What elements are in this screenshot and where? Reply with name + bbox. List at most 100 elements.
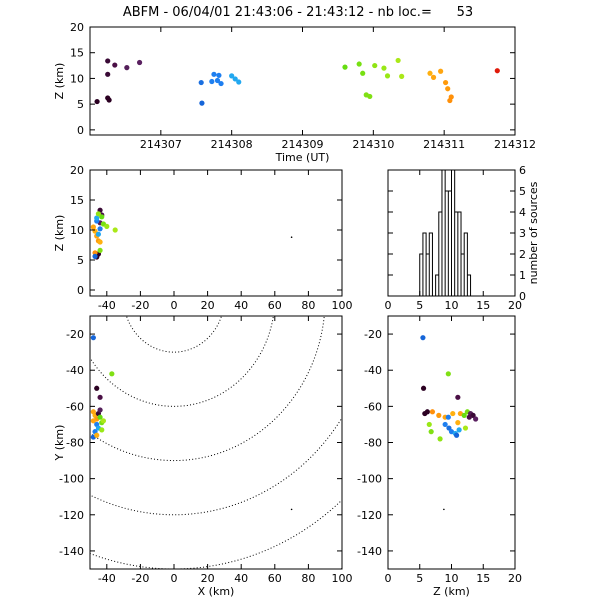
- y-tick-label: 10: [70, 224, 84, 237]
- source-point: [236, 79, 242, 85]
- y-tick-label: 10: [70, 72, 84, 85]
- z-y-view-panel: 0 5 10 15 20 -20 -40 -60 -80 -100 -120 -140 Z (km): [357, 315, 522, 598]
- histogram-outline: [388, 169, 515, 297]
- time-height-panel: 214307 214308 214309 214310 214311 214312 0 5 10…: [53, 21, 536, 164]
- figure-title: ABFM - 06/04/01 21:43:06 - 21:43:12 - nb…: [123, 5, 473, 20]
- source-point: [461, 412, 467, 418]
- y-tick-label: 5: [519, 185, 526, 198]
- x-tick-label: -20: [131, 299, 149, 312]
- source-point: [100, 418, 107, 424]
- x-tick-label: -40: [98, 572, 116, 585]
- x-tick-label: 10: [445, 299, 459, 312]
- source-point: [90, 335, 96, 341]
- source-point: [367, 93, 373, 100]
- range-ring: [90, 316, 274, 407]
- x-tick-label: 20: [508, 299, 522, 312]
- x-tick-label: 5: [416, 572, 423, 585]
- source-point: [94, 215, 100, 221]
- x-tick-label: 100: [332, 299, 353, 312]
- source-point: [97, 414, 103, 420]
- x-tick-label: 40: [234, 572, 248, 585]
- range-ring: [90, 499, 342, 569]
- source-point: [446, 425, 452, 431]
- x-tick-label: 5: [416, 299, 423, 312]
- y-tick-label: -20: [364, 328, 382, 341]
- source-point: [381, 65, 387, 71]
- x-tick-label: 214311: [423, 138, 465, 151]
- y-tick-label: -120: [357, 509, 382, 522]
- source-point: [92, 253, 98, 259]
- source-point: [94, 385, 100, 391]
- source-point: [436, 412, 442, 418]
- y-tick-label: 0: [519, 290, 526, 303]
- source-point: [218, 80, 224, 87]
- source-point: [399, 73, 405, 79]
- x-axis-label: Z (km): [433, 585, 470, 598]
- source-point: [360, 70, 366, 76]
- y-tick-label: 2: [519, 248, 526, 261]
- axes-frame: [387, 315, 516, 570]
- source-point: [198, 79, 204, 86]
- source-point: [104, 223, 110, 229]
- data-points: [94, 57, 500, 106]
- source-point: [466, 414, 472, 420]
- x-tick-label: 80: [301, 299, 315, 312]
- y-tick-label: -100: [59, 473, 84, 486]
- source-point: [95, 211, 101, 217]
- source-point: [90, 418, 96, 424]
- x-tick-label: 214309: [282, 138, 324, 151]
- source-point: [445, 414, 451, 420]
- y-axis-label: Y (km): [53, 425, 66, 462]
- axes-frame: [89, 169, 343, 297]
- x-tick-label: 0: [171, 572, 178, 585]
- y-axis-label: Z (km): [53, 63, 66, 100]
- source-point: [232, 76, 238, 82]
- y-tick-label: -80: [364, 437, 382, 450]
- x-tick-label: 80: [301, 572, 315, 585]
- y-tick-label: -60: [364, 400, 382, 413]
- source-point: [97, 407, 103, 413]
- x-tick-label: 40: [234, 299, 248, 312]
- source-point: [372, 62, 378, 69]
- source-point: [199, 100, 205, 106]
- source-point: [447, 97, 453, 104]
- x-tick-label: 0: [385, 572, 392, 585]
- y-axis-label: Z (km): [53, 215, 66, 252]
- y-tick-label: -20: [66, 328, 84, 341]
- range-ring: [125, 316, 223, 353]
- source-point: [438, 68, 444, 74]
- source-point: [109, 371, 115, 377]
- source-point: [90, 224, 96, 230]
- source-point: [94, 98, 100, 105]
- source-point: [99, 214, 105, 220]
- range-rings: [90, 316, 342, 569]
- source-point: [395, 57, 401, 64]
- x-tick-label: -20: [131, 572, 149, 585]
- source-point: [95, 231, 101, 237]
- range-ring: [90, 316, 325, 462]
- x-tick-label: 20: [508, 572, 522, 585]
- source-point: [428, 429, 434, 435]
- source-point: [445, 86, 451, 92]
- x-tick-label: 0: [385, 299, 392, 312]
- y-tick-label: 15: [70, 194, 84, 207]
- source-point: [427, 70, 433, 76]
- plan-view-panel: -40 -20 0 20 40 60 80 100 -20 -40 -60 -80 -100 -120 -1…: [53, 315, 353, 598]
- source-point: [442, 421, 448, 428]
- source-point: [97, 226, 103, 232]
- source-point: [442, 79, 449, 86]
- source-point: [453, 432, 460, 438]
- y-tick-label: 1: [519, 269, 526, 282]
- source-point: [209, 78, 215, 85]
- source-point: [443, 508, 445, 511]
- y-axis-label: number of sources: [527, 181, 540, 284]
- axes-frame: [89, 26, 516, 136]
- source-point: [112, 227, 118, 233]
- x-tick-label: 0: [171, 299, 178, 312]
- x-tick-label: 214308: [211, 138, 253, 151]
- source-point: [430, 74, 437, 80]
- x-tick-label: 60: [268, 299, 282, 312]
- x-height-panel: -40 -20 0 20 40 60 80 100 0 5 10 15 20 Z (km): [53, 164, 353, 312]
- source-point: [124, 65, 130, 71]
